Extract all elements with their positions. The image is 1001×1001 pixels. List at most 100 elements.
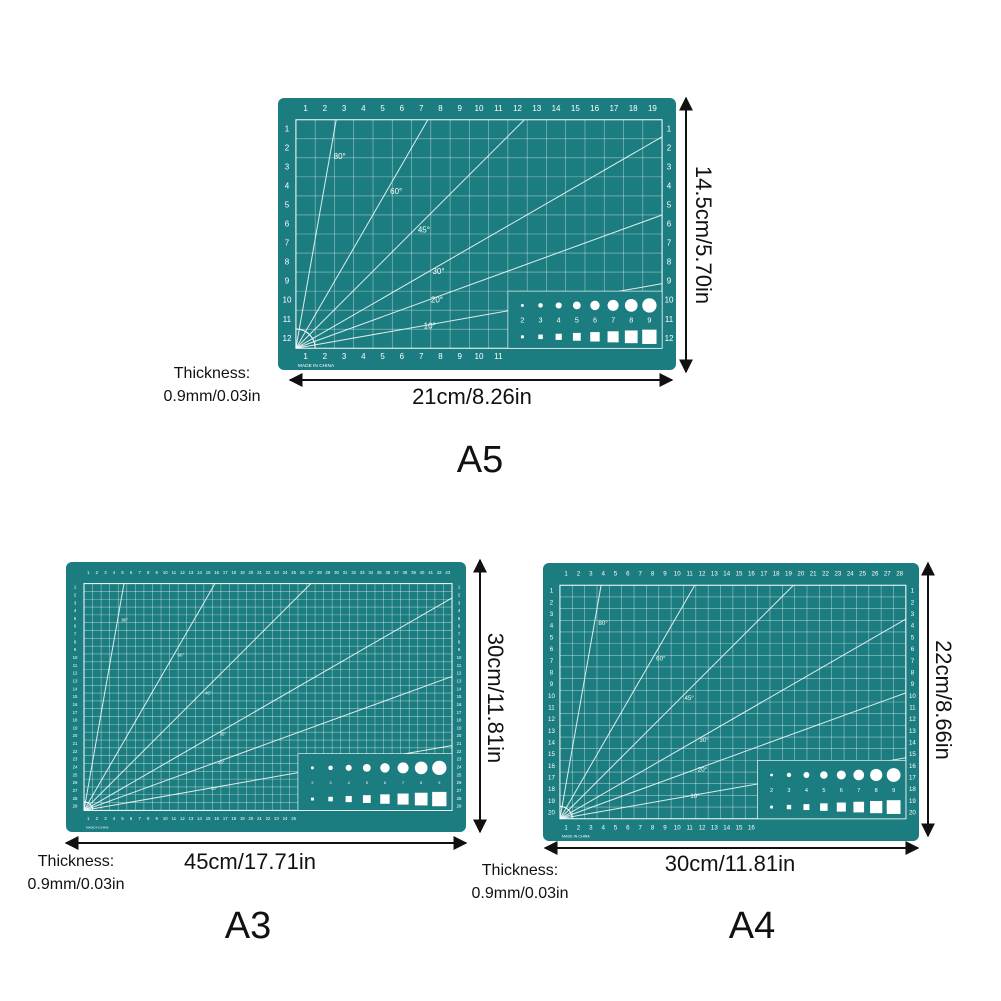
ruler-number: 10	[475, 104, 484, 113]
ruler-number: 6	[285, 220, 290, 229]
legend-circle	[362, 763, 371, 772]
ruler-number: 13	[711, 571, 718, 578]
ruler-number: 1	[74, 585, 77, 590]
ruler-number: 1	[911, 588, 915, 595]
ruler-number: 4	[667, 182, 672, 191]
legend-circle	[538, 303, 543, 308]
angle-line	[295, 119, 525, 349]
angle-line	[559, 584, 696, 820]
legend-circle	[414, 761, 428, 775]
legend-label: 8	[629, 316, 633, 325]
ruler-number: 8	[911, 669, 915, 676]
ruler-number: 17	[223, 570, 228, 575]
ruler-number: 5	[667, 201, 672, 210]
ruler-number: 35	[377, 570, 382, 575]
origin-arc	[295, 328, 316, 349]
legend-square	[520, 335, 524, 339]
ruler-number: 26	[457, 780, 462, 785]
cutting-mat: 1 2 3 4 5 6 7 8 9 10 11 12 13 14 15 16 17 18 19 20 21 22 23 24 2…	[66, 562, 466, 832]
ruler-number: 14	[197, 816, 202, 821]
ruler-number: 4	[911, 623, 915, 630]
ruler-number: 1	[303, 104, 308, 113]
ruler-number: 8	[651, 571, 655, 578]
legend-square	[803, 804, 810, 811]
angle-label: 20°	[698, 767, 708, 774]
ruler-number: 11	[457, 663, 462, 668]
ruler-number: 12	[699, 824, 706, 831]
ruler-number: 9	[457, 104, 462, 113]
width-label: 30cm/11.81in	[665, 851, 795, 876]
legend-circle	[642, 298, 657, 313]
legend-label: 2	[520, 316, 524, 325]
ruler-number: 17	[73, 710, 78, 715]
ruler-number: 6	[130, 570, 133, 575]
ruler-number: 13	[548, 728, 555, 735]
ruler-number: 18	[909, 786, 916, 793]
ruler-number: 9	[156, 570, 159, 575]
ruler-number: 7	[639, 571, 643, 578]
ruler-number: 17	[609, 104, 618, 113]
ruler-number: 20	[73, 733, 78, 738]
ruler-number: 9	[663, 824, 667, 831]
ruler-number: 9	[285, 277, 290, 286]
ruler-number: 8	[285, 258, 290, 267]
legend-square	[572, 332, 581, 341]
ruler-number: 13	[457, 678, 462, 683]
ruler-number: 6	[74, 624, 77, 629]
ruler-number: 1	[458, 585, 461, 590]
ruler-number: 11	[686, 571, 693, 578]
legend-label: 3	[539, 316, 543, 325]
legend-box	[297, 753, 453, 811]
ruler-number: 11	[665, 315, 674, 324]
ruler-number: 28	[457, 796, 462, 801]
ruler-number: 2	[458, 592, 461, 597]
ruler-number: 14	[457, 686, 462, 691]
ruler-number: 10	[674, 571, 681, 578]
ruler-number: 24	[283, 570, 288, 575]
ruler-number: 18	[629, 104, 638, 113]
legend-square	[886, 800, 901, 814]
legend-square	[328, 796, 333, 802]
ruler-number: 15	[548, 751, 555, 758]
ruler-number: 25	[859, 571, 866, 578]
ruler-number: 3	[104, 816, 107, 821]
angle-label: 30°	[432, 267, 444, 276]
ruler-number: 29	[326, 570, 331, 575]
ruler-number: 5	[614, 824, 618, 831]
ruler-number: 34	[368, 570, 373, 575]
angle-label: 80°	[121, 618, 128, 623]
ruler-number: 8	[550, 669, 554, 676]
ruler-number: 12	[457, 671, 462, 676]
legend-label: 5	[822, 788, 825, 794]
ruler-number: 16	[457, 702, 462, 707]
ruler-number: 13	[73, 678, 78, 683]
ruler-number: 5	[285, 201, 290, 210]
angle-label: 30°	[220, 732, 227, 737]
ruler-number: 19	[240, 570, 245, 575]
ruler-number: 32	[351, 570, 356, 575]
legend-circle	[607, 299, 619, 311]
ruler-number: 8	[438, 104, 443, 113]
ruler-number: 18	[773, 571, 780, 578]
ruler-number: 12	[699, 571, 706, 578]
legend-label: 3	[787, 788, 790, 794]
angle-line	[295, 119, 337, 349]
legend-label: 2	[311, 781, 313, 785]
ruler-number: 28	[317, 570, 322, 575]
angle-label: 80°	[598, 620, 608, 627]
angle-label: 45°	[205, 690, 212, 695]
ruler-number: 9	[667, 277, 672, 286]
ruler-number: 8	[667, 258, 672, 267]
legend-circle	[380, 763, 390, 773]
ruler-number: 17	[457, 710, 462, 715]
legend-square	[836, 802, 846, 812]
legend-label: 2	[770, 788, 773, 794]
size-label: A4	[729, 905, 775, 947]
ruler-number: 18	[231, 570, 236, 575]
legend-label: 9	[647, 316, 651, 325]
ruler-number: 9	[156, 816, 159, 821]
ruler-number: 21	[257, 816, 262, 821]
legend-circle	[572, 301, 581, 310]
angle-label: 60°	[390, 187, 402, 196]
ruler-number: 18	[73, 718, 78, 723]
